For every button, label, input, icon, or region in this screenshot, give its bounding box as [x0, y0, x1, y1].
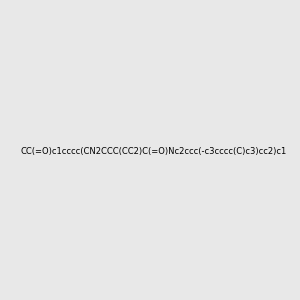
Text: CC(=O)c1cccc(CN2CCC(CC2)C(=O)Nc2ccc(-c3cccc(C)c3)cc2)c1: CC(=O)c1cccc(CN2CCC(CC2)C(=O)Nc2ccc(-c3c… — [21, 147, 287, 156]
